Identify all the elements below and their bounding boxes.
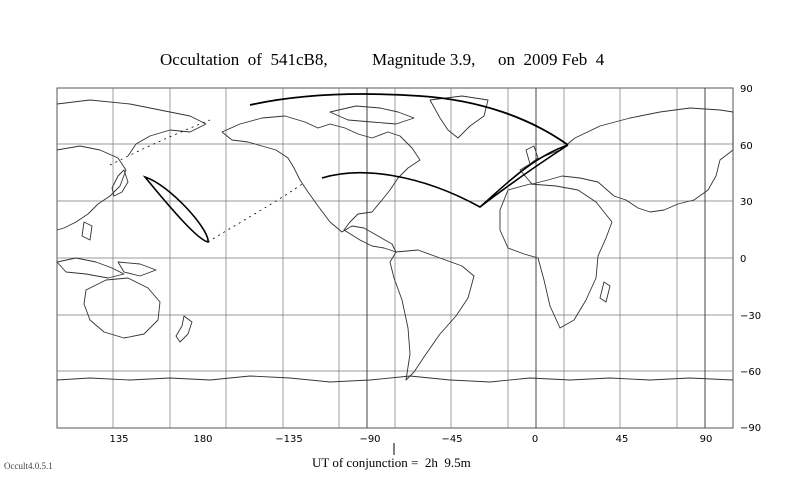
- lat-tick: −60: [740, 367, 761, 378]
- lon-tick: −90: [359, 434, 380, 445]
- south-america: [389, 249, 475, 381]
- lat-tick: 30: [740, 197, 753, 208]
- japan: [111, 169, 129, 197]
- north-america: [221, 115, 421, 253]
- lat-tick: 60: [740, 141, 753, 152]
- longitude-ticks: 135 180 −135 −90 −45 0 45 90: [109, 434, 712, 445]
- antarctica: [56, 375, 734, 383]
- title-date: on 2009 Feb 4: [498, 50, 605, 69]
- lat-tick: −30: [740, 311, 761, 322]
- east-asia: [56, 145, 127, 231]
- lat-tick: 0: [740, 254, 746, 265]
- british-isles: [525, 145, 539, 165]
- lon-tick: 90: [700, 434, 713, 445]
- lon-tick: −135: [275, 434, 302, 445]
- africa: [499, 183, 613, 329]
- shadow-track-dotted: [109, 119, 306, 243]
- lon-tick: 45: [616, 434, 629, 445]
- lon-tick: 0: [532, 434, 538, 445]
- map-title: Occultation of 541cB8, Magnitude 3.9, on…: [0, 50, 808, 74]
- ne-asia: [56, 99, 207, 157]
- track-to-europe: [321, 144, 569, 208]
- lat-tick: −90: [740, 423, 761, 434]
- pacific-loop: [142, 175, 209, 243]
- greenland: [429, 95, 489, 139]
- northern-limit-arc: [249, 93, 569, 146]
- occultation-paths: [109, 93, 569, 243]
- title-magnitude: Magnitude 3.9,: [372, 50, 476, 69]
- lon-tick: −45: [441, 434, 462, 445]
- latitude-ticks: 90 60 30 0 −30 −60 −90: [740, 84, 761, 434]
- lon-tick: 135: [109, 434, 128, 445]
- indonesia: [56, 257, 125, 279]
- new-zealand: [175, 315, 193, 343]
- madagascar: [599, 281, 611, 303]
- conjunction-time: UT of conjunction = 2h 9.5m: [312, 455, 471, 470]
- lon-tick: 180: [193, 434, 212, 445]
- lat-tick: 90: [740, 84, 753, 95]
- title-star: Occultation of 541cB8,: [160, 50, 328, 69]
- version-label: Occult4.0.5.1: [4, 461, 53, 471]
- graticule: [57, 88, 733, 428]
- philippines: [81, 221, 93, 241]
- australia: [83, 277, 161, 339]
- arctic-islands: [329, 105, 415, 125]
- eurasia: [519, 107, 734, 213]
- new-guinea: [117, 261, 157, 277]
- coastlines: [56, 95, 734, 383]
